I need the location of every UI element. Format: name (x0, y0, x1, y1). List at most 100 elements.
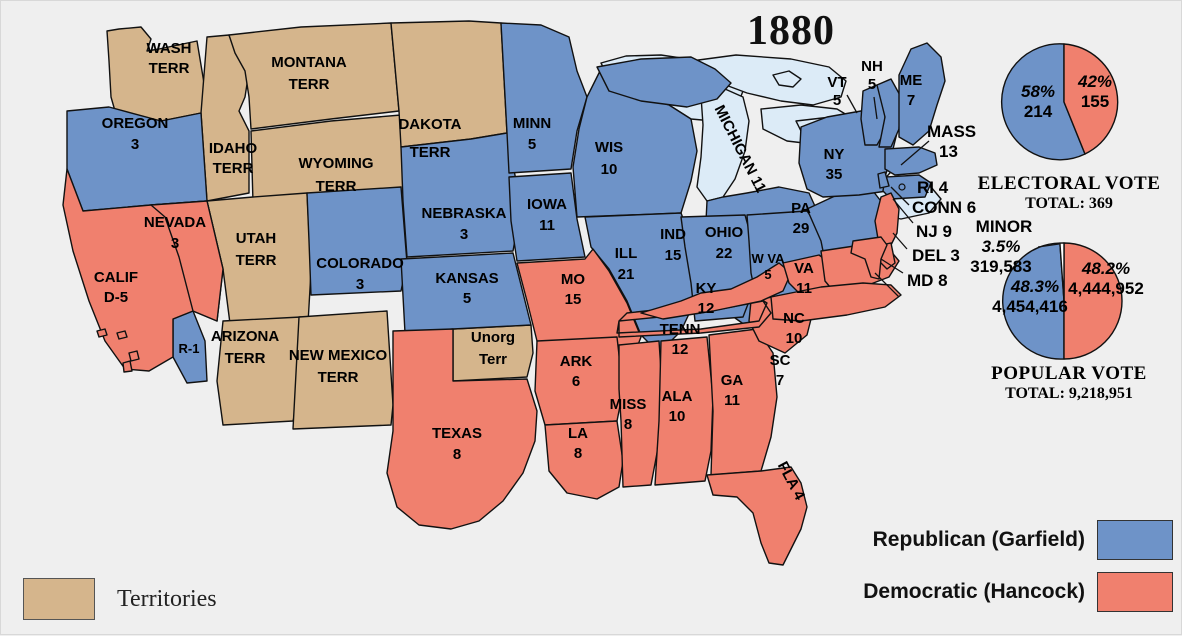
popular-rep-value: 4,454,416 (992, 297, 1068, 316)
label-dakota: DAKOTA (398, 116, 461, 133)
label-sc: SC (770, 352, 791, 369)
label-colorado-votes: 3 (356, 276, 364, 293)
label-mo: MO (561, 271, 585, 288)
callout-mass-votes: 13 (939, 142, 958, 161)
party-legend: Republican (Garfield) Democratic (Hancoc… (833, 520, 1173, 624)
label-tenn-votes: 12 (672, 341, 689, 358)
label-wash: WASH (147, 40, 192, 57)
label-nh-votes: 5 (868, 76, 876, 93)
electoral-vote-total: TOTAL: 369 (1025, 195, 1113, 212)
label-oregon-votes: 3 (131, 136, 139, 153)
label-ala-votes: 10 (669, 408, 686, 425)
label-new-mexico: NEW MEXICO (289, 347, 388, 364)
legend-label-republican: Republican (Garfield) (872, 528, 1085, 551)
callout-del: DEL 3 (912, 246, 960, 265)
label-montana-sub: TERR (289, 76, 330, 93)
label-wash-sub: TERR (149, 60, 190, 77)
label-texas-votes: 8 (453, 446, 461, 463)
callout-md: MD 8 (907, 271, 948, 290)
label-va: VA (794, 260, 814, 277)
label-ky: KY (696, 280, 717, 297)
territory-regions (106, 20, 534, 430)
label-utah: UTAH (236, 230, 277, 247)
electoral-dem-percent: 42% (1077, 72, 1112, 91)
label-me-votes: 7 (907, 92, 915, 109)
label-nevada-votes: 3 (171, 235, 179, 252)
label-tenn: TENN (660, 321, 701, 338)
label-arizona: ARIZONA (211, 328, 279, 345)
page-title: 1880 (747, 8, 835, 54)
popular-dem-value: 4,444,952 (1068, 279, 1144, 298)
callout-mass: MASS (927, 122, 976, 141)
label-pa-votes: 29 (793, 220, 810, 237)
label-ny: NY (824, 146, 845, 163)
label-oregon: OREGON (102, 115, 169, 132)
legend-label-territories: Territories (117, 585, 217, 612)
label-nc-votes: 10 (786, 330, 803, 347)
label-ill: ILL (615, 245, 638, 262)
callout-labels: MASS 13 RI 4 CONN 6 NJ 9 DEL 3 MD 8 (846, 94, 976, 298)
label-calif-votes: D-5 (104, 289, 128, 306)
label-calif-r-votes: R-1 (179, 341, 200, 356)
label-nevada: NEVADA (144, 214, 206, 231)
legend-swatch-territories (23, 578, 95, 620)
label-ind-votes: 15 (665, 247, 682, 264)
label-dakota-sub: TERR (410, 144, 451, 161)
popular-rep-percent: 48.3% (1010, 277, 1059, 296)
label-arizona-sub: TERR (225, 350, 266, 367)
label-ky-votes: 12 (698, 300, 715, 317)
territories-legend: Territories (23, 578, 217, 620)
electoral-vote-caption: ELECTORAL VOTE TOTAL: 369 (953, 173, 1182, 213)
popular-vote-pie-chart: MINOR 3.5% 319,583 48.3% 4,454,416 48.2%… (970, 217, 1144, 360)
label-minn-votes: 5 (528, 136, 536, 153)
label-ill-votes: 21 (618, 266, 635, 283)
electoral-rep-value: 214 (1024, 102, 1053, 121)
popular-minor-percent: 3.5% (982, 237, 1021, 256)
label-ark: ARK (560, 353, 593, 370)
legend-swatch-republican (1097, 520, 1173, 560)
legend-swatch-democratic (1097, 572, 1173, 612)
label-wyoming: WYOMING (299, 155, 374, 172)
label-wva: W VA (752, 251, 786, 266)
label-kansas-votes: 5 (463, 290, 471, 307)
democratic-states (62, 168, 902, 566)
label-utah-sub: TERR (236, 252, 277, 269)
label-va-votes: 11 (796, 280, 812, 297)
label-nc: NC (783, 310, 805, 327)
label-ark-votes: 6 (572, 373, 580, 390)
electoral-vote-title: ELECTORAL VOTE (977, 173, 1161, 194)
label-wyoming-sub: TERR (316, 178, 357, 195)
label-wva-votes: 5 (764, 267, 771, 282)
label-colorado: COLORADO (316, 255, 404, 272)
label-ga-votes: 11 (724, 392, 740, 409)
label-wis: WIS (595, 139, 623, 156)
popular-dem-percent: 48.2% (1081, 259, 1130, 278)
label-montana: MONTANA (271, 54, 347, 71)
popular-vote-total: TOTAL: 9,218,951 (1005, 385, 1133, 402)
label-new-mexico-sub: TERR (318, 369, 359, 386)
label-ohio: OHIO (705, 224, 744, 241)
rhode-island-dot (898, 183, 906, 191)
label-idaho: IDAHO (209, 140, 258, 157)
label-vt-votes: 5 (833, 92, 841, 109)
label-me: ME (900, 72, 923, 89)
label-calif: CALIF (94, 269, 138, 286)
label-texas: TEXAS (432, 425, 482, 442)
label-sc-votes: 7 (776, 372, 784, 389)
label-ga: GA (721, 372, 744, 389)
electoral-vote-pie-chart: 58% 214 42% 155 (1000, 43, 1119, 161)
legend-row-republican: Republican (Garfield) (833, 520, 1173, 560)
label-unorg-sub: Terr (479, 351, 507, 368)
label-unorg: Unorg (471, 329, 515, 346)
label-mo-votes: 15 (565, 291, 582, 308)
label-minn: MINN (513, 115, 551, 132)
electoral-rep-percent: 58% (1021, 82, 1055, 101)
popular-minor-value: 319,583 (970, 257, 1031, 276)
label-iowa-votes: 11 (539, 217, 555, 234)
label-miss: MISS (610, 396, 647, 413)
label-ind: IND (660, 226, 686, 243)
label-nh: NH (861, 58, 883, 75)
electoral-dem-value: 155 (1081, 92, 1109, 111)
